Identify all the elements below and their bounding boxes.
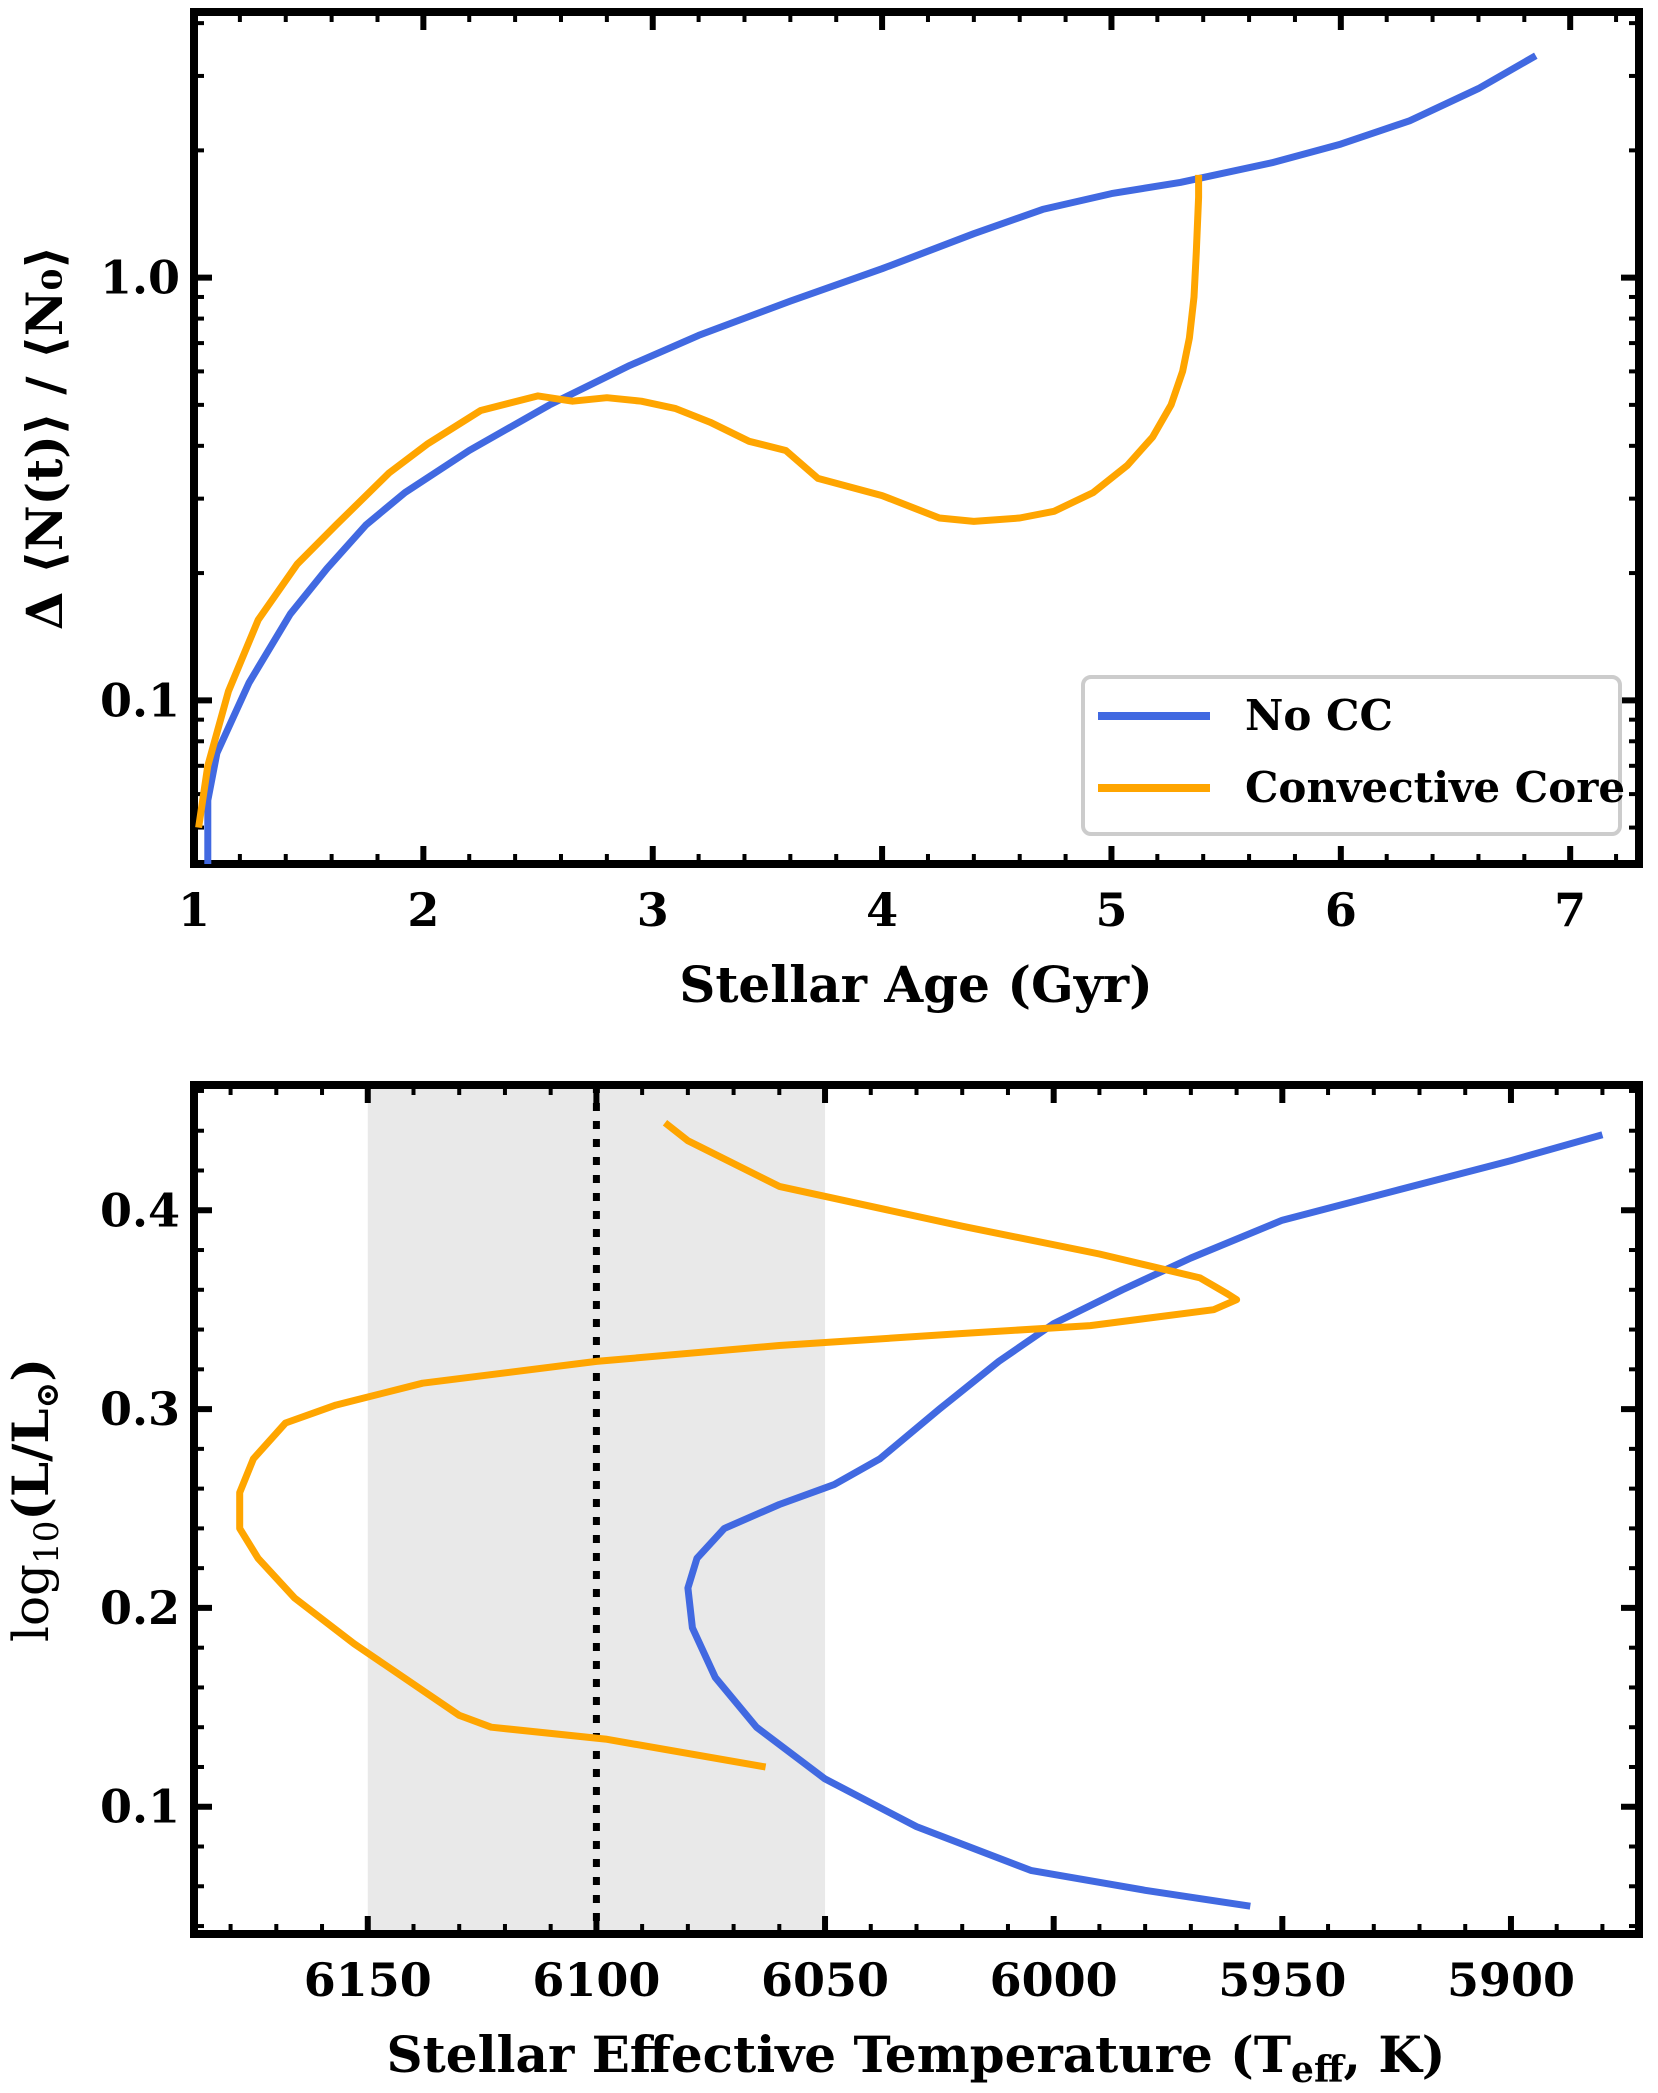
bottom-y-axis-label: log10(L/L⊙) (1, 1358, 67, 1642)
top-x-tick-label: 1 (178, 883, 210, 937)
bottom-x-tick-label: 6150 (304, 1953, 432, 2007)
top-x-axis-label: Stellar Age (Gyr) (679, 955, 1153, 1014)
top-x-tick-label: 7 (1554, 883, 1586, 937)
top-x-tick-label: 5 (1095, 883, 1127, 937)
top-series-lines (195, 52, 1538, 864)
bottom-y-tick-label: 0.2 (100, 1581, 180, 1635)
bottom-x-tick-label: 6050 (761, 1953, 889, 2007)
bottom-x-tick-label: 6000 (990, 1953, 1118, 2007)
legend-label-convective-core: Convective Core (1245, 763, 1625, 812)
top-series-no-cc (204, 52, 1538, 864)
bottom-ticks (194, 1085, 1639, 1934)
bottom-x-tick-label: 5900 (1447, 1953, 1575, 2007)
bottom-y-tick-label: 0.4 (100, 1183, 180, 1237)
bottom-panel: 6150 6100 6050 6000 5950 5900 0.1 0.2 0.3 0.4 Ste… (1, 1081, 1643, 2091)
bottom-y-tick-label: 0.3 (100, 1382, 180, 1436)
top-tick-labels: 1 2 3 4 5 6 7 0.1 1.0 (100, 251, 1586, 937)
bottom-x-axis-label: Stellar Effective Temperature (Teff, K) (387, 2025, 1446, 2091)
legend-label-no-cc: No CC (1245, 691, 1393, 740)
top-y-tick-label: 0.1 (100, 673, 180, 727)
bottom-x-tick-label: 5950 (1218, 1953, 1346, 2007)
top-y-tick-label: 1.0 (100, 251, 180, 305)
legend-box (1081, 675, 1622, 836)
top-x-tick-label: 2 (407, 883, 439, 937)
top-x-tick-label: 4 (866, 883, 898, 937)
top-x-tick-label: 6 (1325, 883, 1357, 937)
bottom-y-tick-label: 0.1 (100, 1780, 180, 1834)
bottom-tick-labels: 6150 6100 6050 6000 5950 5900 0.1 0.2 0.3 0.4 (100, 1183, 1575, 2007)
top-series-convective-core (195, 174, 1203, 829)
top-x-tick-label: 3 (637, 883, 669, 937)
bottom-series-no-cc (684, 1131, 1604, 1910)
legend: No CC Convective Core (1081, 675, 1625, 836)
top-panel: 1 2 3 4 5 6 7 0.1 1.0 No CC Convective Core Stel… (15, 8, 1643, 1014)
bottom-series-lines (236, 1120, 1604, 1910)
top-plot-frame (190, 8, 1643, 868)
top-y-axis-label: Δ ⟨N(t)⟩ / ⟨N₀⟩ (15, 246, 74, 630)
bottom-series-convective-core (236, 1120, 1241, 1771)
bottom-x-tick-label: 6100 (532, 1953, 660, 2007)
top-ticks (191, 12, 1639, 864)
